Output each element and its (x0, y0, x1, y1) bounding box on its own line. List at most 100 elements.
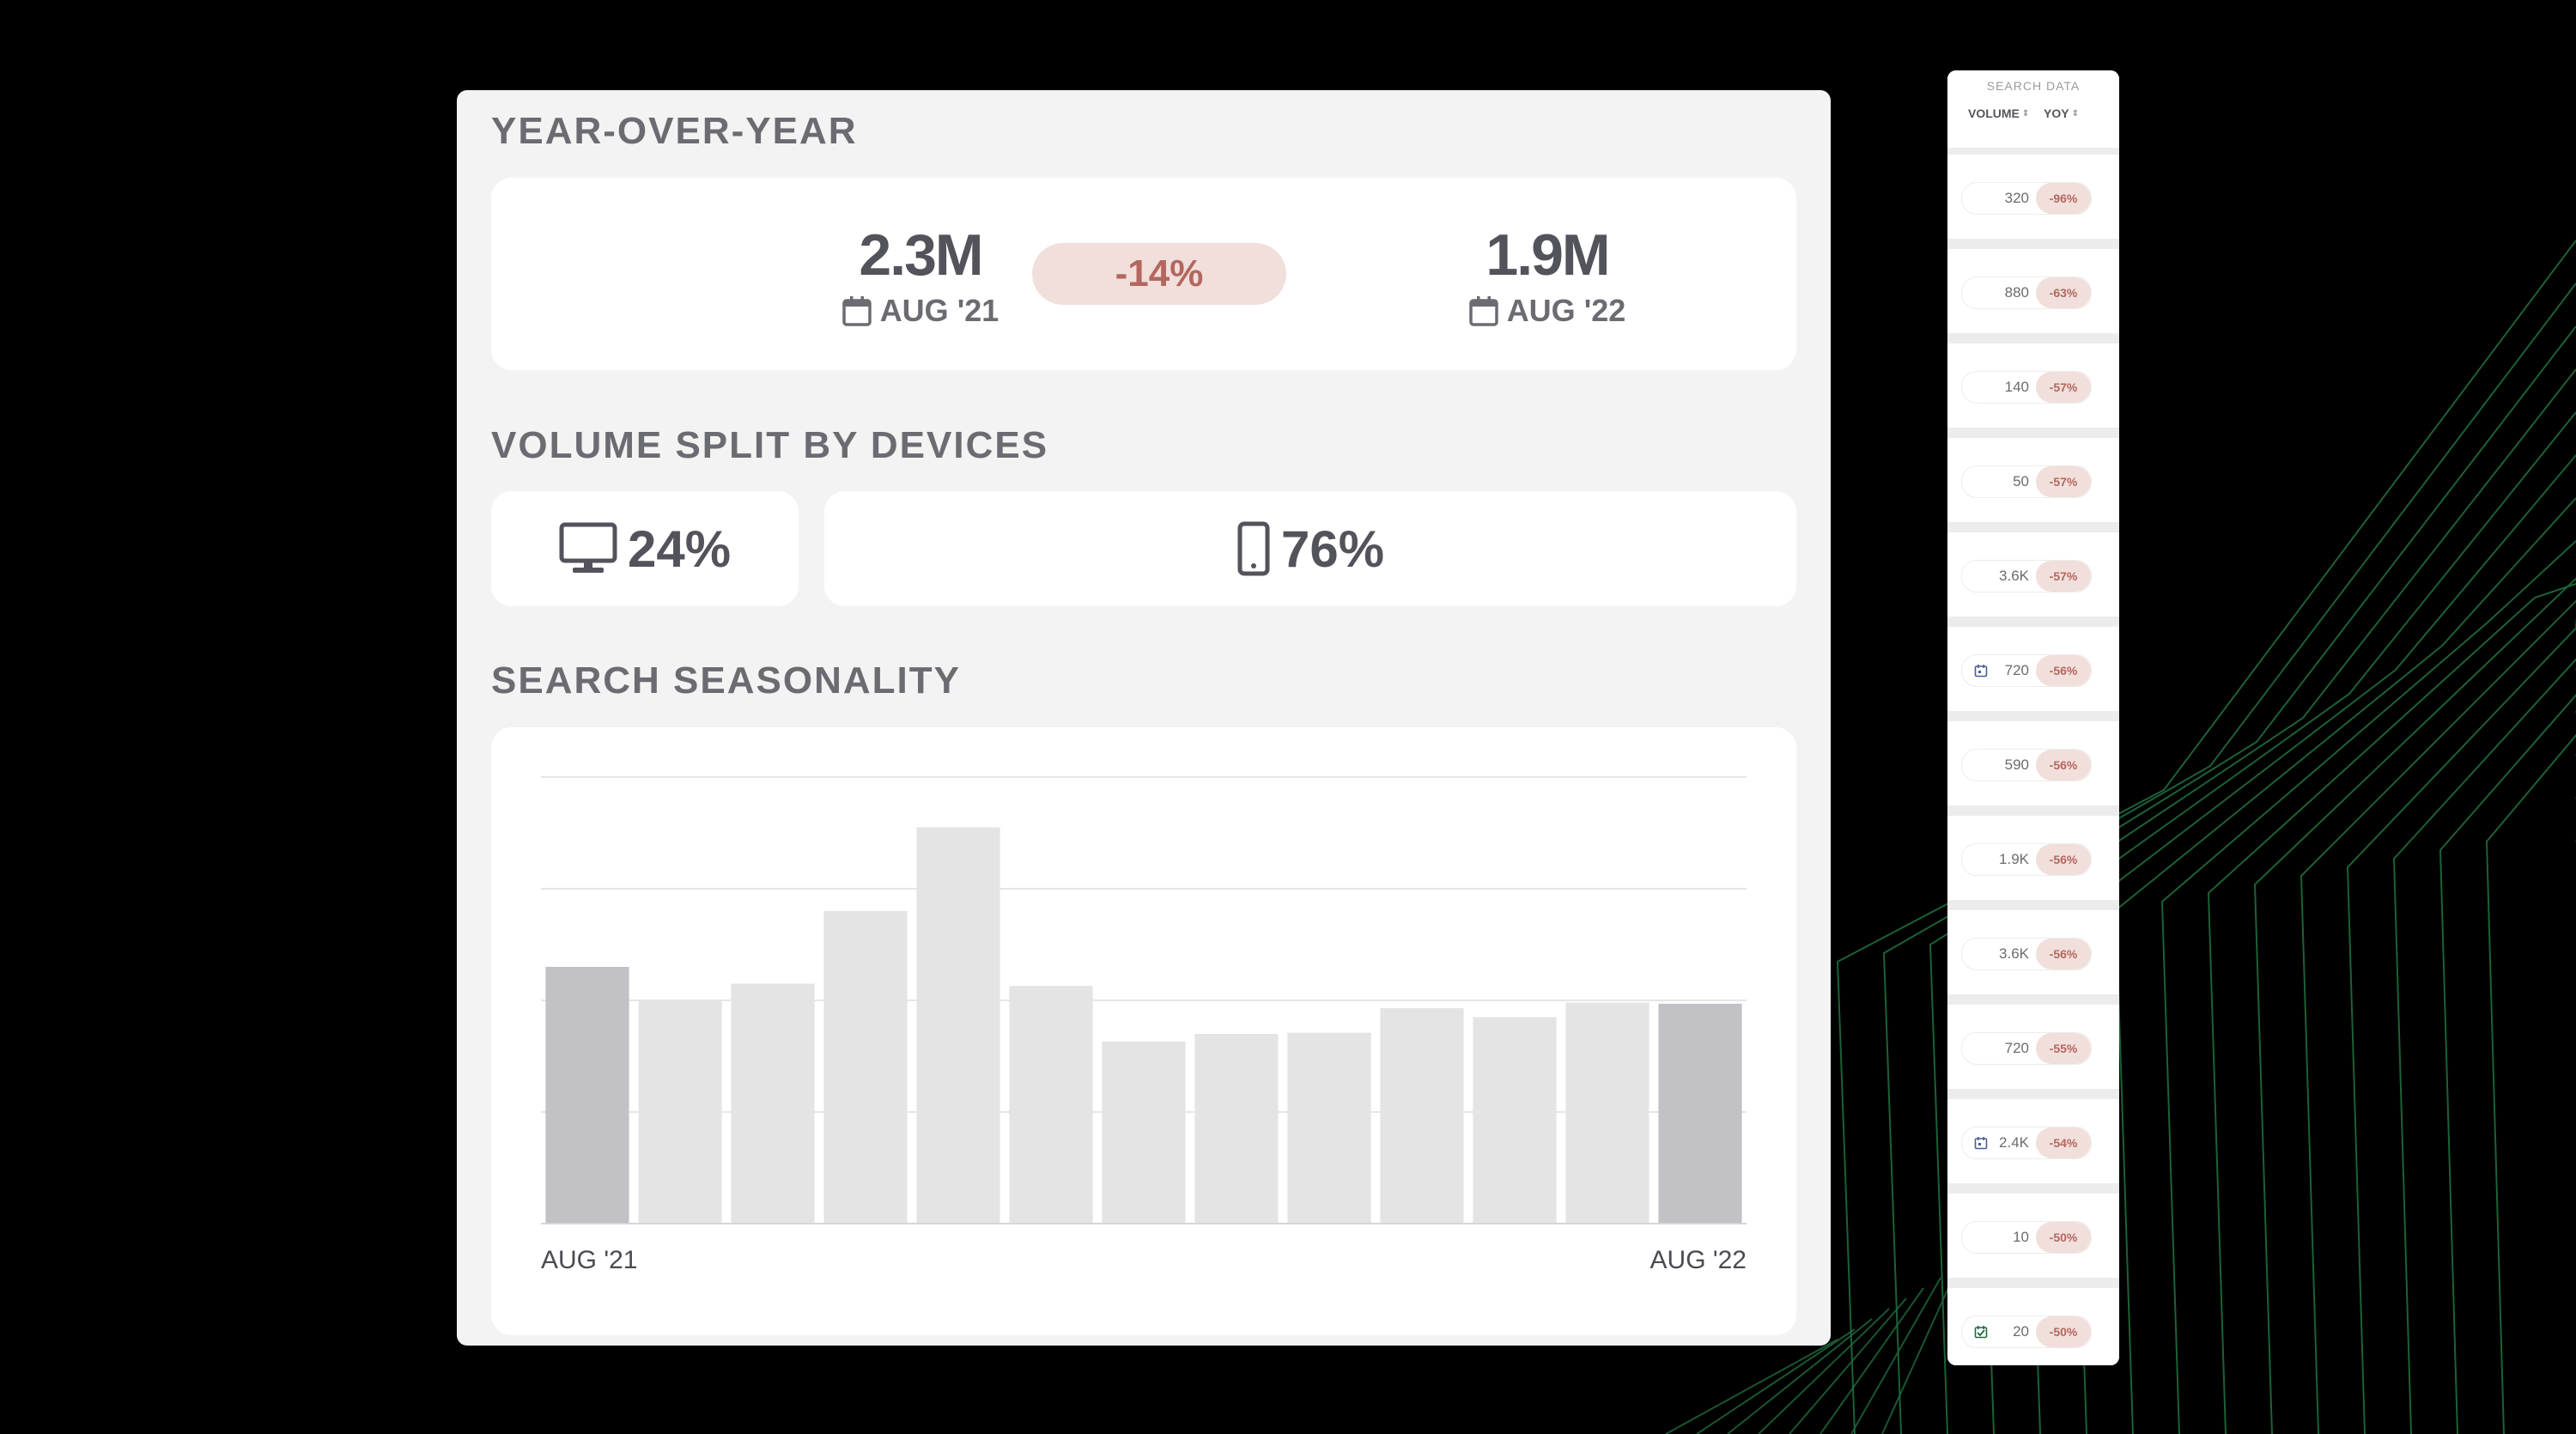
search-data-title: SEARCH DATA (1986, 79, 2081, 93)
search-data-row[interactable]: 3.6K -56% (1947, 910, 2119, 994)
bar-nov-21[interactable] (823, 911, 908, 1224)
search-data-row[interactable]: 3.6K -57% (1947, 532, 2119, 617)
search-data-row[interactable]: 880 -63% (1947, 249, 2119, 333)
bar-apr-22[interactable] (1287, 1032, 1371, 1224)
yoy-current-date: AUG '22 (1506, 293, 1626, 328)
row-metric-pill: 20 -50% (1961, 1316, 2092, 1348)
row-metric-pill: 1.9K -56% (1961, 843, 2092, 876)
decorative-line (2114, 497, 2576, 1434)
devices-section-title: VOLUME SPLIT BY DEVICES (491, 424, 1049, 466)
yoy-previous-value: 2.3M (859, 222, 983, 288)
search-data-row[interactable]: 140 -57% (1947, 343, 2119, 428)
row-metric-pill: 880 -63% (1961, 276, 2092, 309)
bar-oct-21[interactable] (731, 983, 815, 1224)
x-tick-start: AUG '21 (541, 1246, 637, 1274)
desktop-share-card: 24% (491, 491, 799, 606)
decorative-line (2207, 583, 2576, 1434)
row-yoy-badge: -55% (2036, 1033, 2091, 1064)
bar-dec-21[interactable] (916, 827, 1000, 1224)
decorative-line (2300, 599, 2576, 1434)
row-volume: 3.6K (1999, 568, 2029, 584)
row-metric-pill: 590 -56% (1961, 749, 2092, 781)
seasonality-section-title: SEARCH SEASONALITY (491, 659, 961, 702)
row-metric-pill: 320 -96% (1961, 182, 2092, 215)
row-volume: 1.9K (1999, 851, 2029, 867)
search-data-row[interactable]: 320 -96% (1947, 155, 2119, 239)
search-data-header: SEARCH DATA VOLUME ⇕ YOY ⇕ (1947, 70, 2119, 148)
row-volume: 50 (2013, 473, 2029, 489)
row-yoy-badge: -57% (2036, 561, 2091, 592)
yoy-change-badge: -14% (1032, 243, 1286, 305)
row-yoy-badge: -56% (2036, 939, 2091, 969)
decorative-line (1881, 1267, 1959, 1434)
decorative-line (2160, 540, 2576, 1434)
bar-jun-22[interactable] (1473, 1017, 1557, 1224)
volume-column-header[interactable]: VOLUME ⇕ (1968, 106, 2029, 120)
row-metric-pill: 3.6K -56% (1961, 938, 2092, 970)
search-data-row[interactable]: 10 -50% (1947, 1194, 2119, 1278)
yoy-previous-date: AUG '21 (879, 293, 999, 328)
bar-sep-21[interactable] (638, 1000, 722, 1224)
row-volume: 320 (2004, 190, 2029, 206)
yoy-current-value: 1.9M (1485, 222, 1610, 288)
decorative-line (1665, 1339, 1838, 1434)
row-yoy-badge: -57% (2036, 372, 2091, 403)
row-metric-pill: 10 -50% (1961, 1221, 2092, 1254)
row-yoy-badge: -96% (2036, 183, 2091, 214)
yoy-section-title: YEAR-OVER-YEAR (491, 110, 858, 152)
row-volume: 590 (2004, 756, 2029, 773)
row-volume: 2.4K (1999, 1134, 2029, 1151)
bar-aug-21[interactable] (545, 967, 629, 1224)
decorative-line (2346, 626, 2576, 1434)
yoy-previous: 2.3M AUG '21 (817, 226, 1024, 329)
row-metric-pill: 140 -57% (1961, 371, 2092, 404)
decorative-line (1758, 1308, 1890, 1434)
search-data-row[interactable]: 1.9K -56% (1947, 816, 2119, 900)
yoy-card: 2.3M AUG '21 -14% 1.9M (491, 178, 1796, 370)
mobile-share-value: 76% (1280, 520, 1385, 578)
yoy-current: 1.9M AUG '22 (1444, 226, 1650, 329)
seasonality-chart-card: AUG '21 AUG '22 (491, 727, 1796, 1335)
bar-may-22[interactable] (1380, 1008, 1464, 1224)
search-data-row[interactable]: 720 -55% (1947, 1005, 2119, 1089)
bar-feb-22[interactable] (1102, 1042, 1186, 1224)
bar-aug-22[interactable] (1658, 1003, 1742, 1224)
search-data-row[interactable]: 720 -56% (1947, 627, 2119, 711)
desktop-share-value: 24% (627, 520, 732, 578)
sort-icon: ⇕ (2071, 108, 2079, 118)
calendar-icon (1468, 296, 1498, 326)
row-yoy-badge: -50% (2036, 1222, 2091, 1253)
mobile-phone-icon (1237, 521, 1270, 576)
decorative-line (2485, 733, 2576, 1434)
decorative-line (1727, 1318, 1873, 1434)
decorative-line (1696, 1328, 1856, 1434)
search-data-row[interactable]: 590 -56% (1947, 721, 2119, 805)
row-yoy-badge: -56% (2036, 844, 2091, 875)
decorative-line (2253, 577, 2576, 1434)
decorative-line (1789, 1297, 1907, 1434)
bar-jul-22[interactable] (1565, 1002, 1649, 1224)
decorative-line (2392, 658, 2576, 1434)
calendar-icon (841, 296, 872, 326)
search-data-row[interactable]: 2.4K -54% (1947, 1099, 2119, 1183)
row-yoy-badge: -56% (2036, 655, 2091, 686)
search-data-row[interactable]: 50 -57% (1947, 438, 2119, 522)
search-data-row[interactable]: 20 -50% (1947, 1288, 2119, 1365)
yoy-column-header[interactable]: YOY ⇕ (2044, 106, 2079, 120)
row-yoy-badge: -50% (2036, 1316, 2091, 1347)
row-metric-pill: 720 -56% (1961, 654, 2092, 687)
search-data-panel: SEARCH DATA VOLUME ⇕ YOY ⇕ 320 -96% 880 -63… (1947, 70, 2119, 1365)
row-metric-pill: 720 -55% (1961, 1032, 2092, 1065)
bar-jan-22[interactable] (1009, 986, 1093, 1224)
decorative-line (1820, 1287, 1924, 1434)
row-yoy-badge: -57% (2036, 466, 2091, 497)
decorative-line (1850, 1277, 1941, 1434)
row-metric-pill: 3.6K -57% (1961, 560, 2092, 592)
calendar-check-icon (1974, 1326, 1988, 1339)
row-volume: 720 (2004, 662, 2029, 678)
row-volume: 10 (2013, 1229, 2029, 1245)
volume-column-label: VOLUME (1968, 106, 2020, 120)
mobile-share-card: 76% (824, 491, 1796, 606)
row-yoy-badge: -63% (2036, 277, 2091, 308)
bar-mar-22[interactable] (1194, 1034, 1279, 1224)
